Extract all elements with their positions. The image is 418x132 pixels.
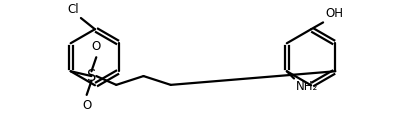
- Text: S: S: [87, 69, 96, 84]
- Text: O: O: [92, 40, 101, 53]
- Text: O: O: [82, 99, 91, 112]
- Text: NH₂: NH₂: [296, 80, 318, 93]
- Text: Cl: Cl: [67, 3, 79, 16]
- Text: OH: OH: [325, 7, 343, 20]
